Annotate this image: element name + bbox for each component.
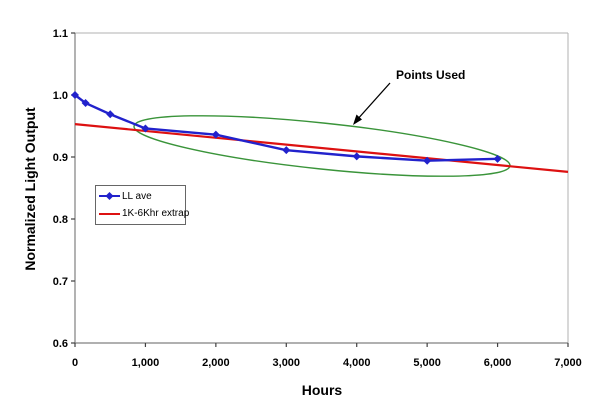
- annotation-points-used: Points Used: [396, 68, 466, 82]
- legend-label-ll-ave: LL ave: [122, 190, 152, 202]
- x-tick-label: 0: [72, 357, 78, 369]
- x-tick-label: 6,000: [484, 357, 512, 369]
- ll-ave-marker: [141, 124, 150, 133]
- ll-ave-marker: [352, 152, 361, 161]
- ll-ave-marker: [81, 99, 90, 108]
- y-tick-label: 0.9: [53, 152, 68, 164]
- x-tick-label: 5,000: [413, 357, 441, 369]
- ll-ave-marker: [493, 154, 502, 163]
- legend-row-extrap: 1K-6Khr extrap: [99, 207, 189, 221]
- extrap-line: [74, 123, 569, 173]
- legend-label-extrap: 1K-6Khr extrap: [122, 208, 190, 220]
- ll-ave-marker: [71, 91, 79, 99]
- ll-ave-swatch-icon: [99, 192, 120, 201]
- ll-ave-marker: [282, 146, 291, 155]
- y-axis-title: Normalized Light Output: [22, 107, 38, 271]
- x-tick-label: 4,000: [343, 357, 371, 369]
- annotation-arrow-line: [355, 82, 391, 122]
- y-tick-label: 0.7: [53, 276, 68, 288]
- x-axis-title: Hours: [301, 382, 343, 398]
- y-tick-label: 1.1: [53, 28, 68, 40]
- x-tick-label: 1,000: [132, 357, 160, 369]
- annotation-arrowhead: [353, 114, 362, 125]
- y-tick-label: 1.0: [53, 90, 68, 102]
- x-tick-label: 3,000: [273, 357, 301, 369]
- legend-row-ll-ave: LL ave: [99, 189, 185, 203]
- y-tick-label: 0.8: [53, 214, 68, 226]
- y-tick-label: 0.6: [53, 338, 68, 350]
- extrap-swatch-icon: [99, 212, 120, 215]
- ll-ave-marker: [423, 156, 432, 165]
- ll-ave-marker: [211, 130, 220, 139]
- ll-ave-marker: [106, 110, 115, 119]
- points-used-ellipse: [133, 115, 511, 177]
- x-tick-label: 7,000: [554, 357, 582, 369]
- legend: LL ave 1K-6Khr extrap: [95, 185, 189, 225]
- x-tick-label: 2,000: [202, 357, 230, 369]
